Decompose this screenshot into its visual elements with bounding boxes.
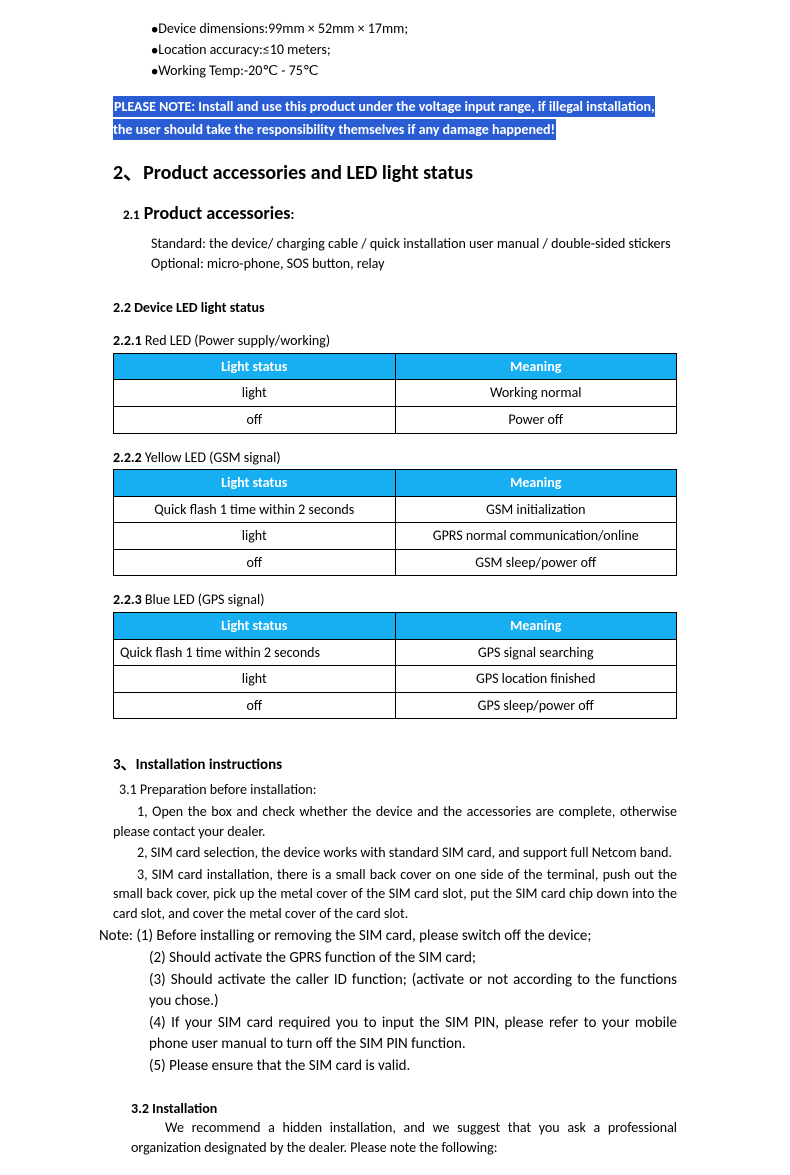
cell: GPRS normal communication/online [395, 523, 677, 550]
section-2-title: 2、Product accessories and LED light stat… [113, 159, 677, 187]
note-4: (4) If your SIM card required you to inp… [99, 1013, 677, 1055]
t1-num: 2.2.1 [113, 332, 142, 349]
note-1: Note: (1) Before installing or removing … [99, 926, 677, 947]
cell: GSM sleep/power off [395, 549, 677, 576]
table-header-row: Light status Meaning [114, 613, 677, 640]
section-2-1-num: 2.1 [123, 208, 140, 223]
section-3-title: 3、Installation instructions [113, 755, 677, 776]
th-meaning: Meaning [395, 613, 677, 640]
t2-num: 2.2.2 [113, 449, 142, 466]
cell: Working normal [395, 380, 677, 407]
cell: off [114, 406, 396, 433]
table-yellow-led: Light status Meaning Quick flash 1 time … [113, 469, 677, 576]
section-2-2-label: 2.2 Device LED light status [113, 298, 677, 318]
t3-rest: Blue LED (GPS signal) [142, 591, 265, 608]
table-row: light GPRS normal communication/online [114, 523, 677, 550]
th-meaning: Meaning [395, 353, 677, 380]
cell: light [114, 666, 396, 693]
section-3-1-title: 3.1 Preparation before installation: [113, 780, 677, 800]
bullet-accuracy: Location accuracy:≤10 meters; [151, 40, 677, 60]
cell: Quick flash 1 time within 2 seconds [114, 639, 396, 666]
table-row: light GPS location finished [114, 666, 677, 693]
cell: off [114, 549, 396, 576]
cell: light [114, 380, 396, 407]
bullet-text: Working Temp:-20℃ - 75℃ [158, 62, 318, 79]
notes-block: Note: (1) Before installing or removing … [99, 926, 677, 1077]
table-row: Quick flash 1 time within 2 seconds GSM … [114, 496, 677, 523]
cell: Quick flash 1 time within 2 seconds [114, 496, 396, 523]
table-header-row: Light status Meaning [114, 470, 677, 497]
cell: GSM initialization [395, 496, 677, 523]
cell: GPS sleep/power off [395, 692, 677, 719]
table-2-2-1-label: 2.2.1 Red LED (Power supply/working) [113, 331, 677, 351]
t3-num: 2.2.3 [113, 591, 142, 608]
bullet-temp: Working Temp:-20℃ - 75℃ [151, 61, 677, 81]
bullet-text: Device dimensions:99mm × 52mm × 17mm; [158, 20, 408, 37]
section-2-1-title: 2.1 Product accessories: [113, 201, 677, 226]
section-3: 3、Installation instructions 3.1 Preparat… [113, 755, 677, 923]
th-light-status: Light status [114, 470, 396, 497]
para-3-1-3: 3, SIM card installation, there is a sma… [113, 865, 677, 924]
table-2-2-3-label: 2.2.3 Blue LED (GPS signal) [113, 590, 677, 610]
para-3-1-1: 1, Open the box and check whether the de… [113, 802, 677, 841]
table-row: light Working normal [114, 380, 677, 407]
cell: off [114, 692, 396, 719]
note-2: (2) Should activate the GPRS function of… [99, 948, 677, 969]
table-row: off GSM sleep/power off [114, 549, 677, 576]
accessories-standard: Standard: the device/ charging cable / q… [151, 234, 677, 254]
table-row: Quick flash 1 time within 2 seconds GPS … [114, 639, 677, 666]
please-note-text: PLEASE NOTE: Install and use this produc… [113, 96, 655, 139]
th-light-status: Light status [114, 353, 396, 380]
spec-bullets: Device dimensions:99mm × 52mm × 17mm; Lo… [113, 19, 677, 80]
t1-rest: Red LED (Power supply/working) [142, 332, 330, 349]
table-row: off GPS sleep/power off [114, 692, 677, 719]
section-3-2: 3.2 Installation We recommend a hidden i… [113, 1099, 677, 1158]
cell: GPS signal searching [395, 639, 677, 666]
bullet-dimensions: Device dimensions:99mm × 52mm × 17mm; [151, 19, 677, 39]
note-3: (3) Should activate the caller ID functi… [99, 970, 677, 1012]
section-2-1-text: Product accessories [140, 202, 291, 224]
cell: light [114, 523, 396, 550]
table-2-2-2-label: 2.2.2 Yellow LED (GSM signal) [113, 448, 677, 468]
accessories-optional: Optional: micro-phone, SOS button, relay [151, 254, 677, 274]
please-note-block: PLEASE NOTE: Install and use this produc… [113, 96, 677, 141]
th-light-status: Light status [114, 613, 396, 640]
t2-rest: Yellow LED (GSM signal) [142, 449, 281, 466]
table-row: off Power off [114, 406, 677, 433]
accessories-block: Standard: the device/ charging cable / q… [113, 234, 677, 273]
section-3-2-title: 3.2 Installation [131, 1099, 677, 1119]
table-red-led: Light status Meaning light Working norma… [113, 353, 677, 434]
note-5: (5) Please ensure that the SIM card is v… [99, 1056, 677, 1077]
section-3-2-text: We recommend a hidden installation, and … [131, 1118, 677, 1157]
th-meaning: Meaning [395, 470, 677, 497]
table-header-row: Light status Meaning [114, 353, 677, 380]
bullet-text: Location accuracy:≤10 meters; [158, 41, 330, 58]
cell: Power off [395, 406, 677, 433]
para-3-1-2: 2, SIM card selection, the device works … [113, 843, 677, 863]
table-blue-led: Light status Meaning Quick flash 1 time … [113, 612, 677, 719]
cell: GPS location finished [395, 666, 677, 693]
section-2-1-colon: : [290, 206, 294, 223]
